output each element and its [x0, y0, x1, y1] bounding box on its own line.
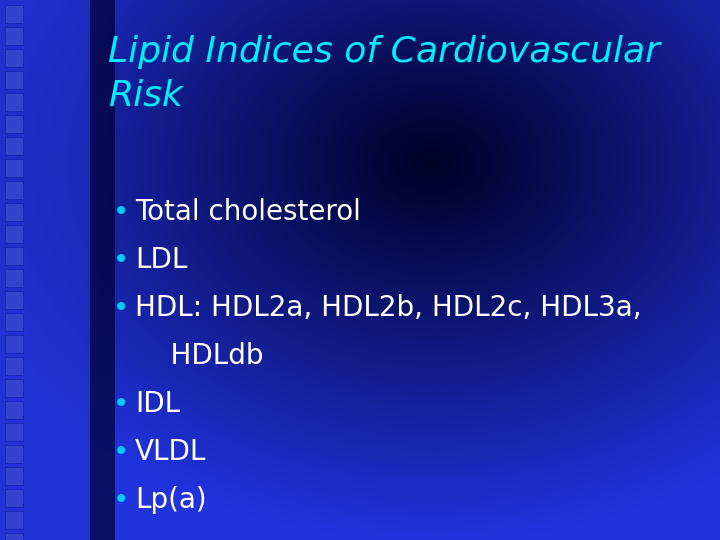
Bar [5, 137, 23, 155]
Text: VLDL: VLDL [135, 438, 207, 466]
Bar [5, 401, 23, 419]
Bar [5, 203, 23, 221]
Bar [0, 0, 95, 540]
Bar [90, 0, 115, 540]
Text: •: • [113, 246, 130, 274]
Text: IDL: IDL [135, 390, 180, 418]
Text: HDL: HDL2a, HDL2b, HDL2c, HDL3a,: HDL: HDL2a, HDL2b, HDL2c, HDL3a, [135, 294, 642, 322]
Text: HDLdb: HDLdb [135, 342, 264, 370]
Text: Lipid Indices of Cardiovascular: Lipid Indices of Cardiovascular [108, 35, 660, 69]
Text: •: • [113, 294, 130, 322]
Text: LDL: LDL [135, 246, 187, 274]
Bar [5, 335, 23, 353]
Bar [5, 225, 23, 243]
Bar [5, 181, 23, 199]
Bar [5, 115, 23, 133]
Bar [5, 445, 23, 463]
Text: •: • [113, 198, 130, 226]
Bar [5, 247, 23, 265]
Bar [5, 269, 23, 287]
Text: •: • [113, 438, 130, 466]
Bar [5, 357, 23, 375]
Bar [5, 489, 23, 507]
Bar [5, 379, 23, 397]
Bar [5, 49, 23, 67]
Bar [5, 93, 23, 111]
Bar [5, 467, 23, 485]
Bar [5, 71, 23, 89]
Text: Risk: Risk [108, 78, 183, 112]
Bar [5, 313, 23, 331]
Bar [5, 27, 23, 45]
Bar [5, 291, 23, 309]
Bar [5, 5, 23, 23]
Bar [5, 423, 23, 441]
Bar [5, 533, 23, 540]
Text: Lp(a): Lp(a) [135, 486, 207, 514]
Text: Total cholesterol: Total cholesterol [135, 198, 361, 226]
Bar [5, 511, 23, 529]
Bar [5, 159, 23, 177]
Text: •: • [113, 390, 130, 418]
Text: •: • [113, 486, 130, 514]
